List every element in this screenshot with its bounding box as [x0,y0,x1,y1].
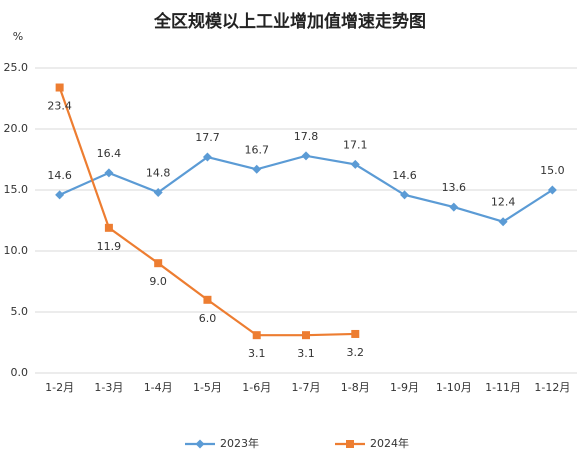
data-label: 12.4 [491,196,516,209]
point [351,329,360,338]
point [252,164,262,174]
point [350,159,360,169]
point [498,217,508,227]
x-tick-label: 1-10月 [436,381,472,394]
y-tick-label: 25.0 [4,61,29,74]
data-label: 14.6 [47,169,72,182]
point [153,187,163,197]
point [252,331,261,340]
legend-label: 2024年 [370,436,409,450]
y-tick-label: 20.0 [4,122,29,135]
data-label: 3.1 [297,347,315,360]
x-tick-label: 1-2月 [45,381,74,394]
point [301,151,311,161]
legend-marker [195,439,205,449]
x-tick-label: 1-9月 [390,381,419,394]
x-tick-label: 1-3月 [94,381,123,394]
point [104,168,114,178]
y-axis-label: % [13,30,23,43]
x-tick-label: 1-4月 [144,381,173,394]
x-tick-label: 1-11月 [485,381,521,394]
point [154,259,163,268]
data-label: 11.9 [97,240,122,253]
point [203,295,212,304]
point [55,190,65,200]
chart-title: 全区规模以上工业增加值增速走势图 [153,11,426,32]
x-tick-label: 1-5月 [193,381,222,394]
data-label: 3.1 [248,347,266,360]
point [302,331,310,340]
data-label: 6.0 [199,312,217,325]
series-line [59,154,553,223]
y-tick-label: 10.0 [4,244,29,257]
y-tick-label: 0.0 [11,366,29,379]
data-label: 16.7 [244,143,269,156]
point [55,83,64,92]
data-label: 9.0 [149,275,167,288]
y-tick-label: 5.0 [11,305,29,318]
data-label: 16.4 [97,147,122,160]
data-label: 15.0 [540,164,565,177]
data-label: 14.6 [392,169,417,182]
legend-label: 2023年 [220,436,259,450]
data-label: 14.8 [146,166,171,179]
point [202,152,212,162]
y-tick-label: 15.0 [4,183,29,196]
point [400,190,410,200]
point [449,202,459,212]
data-label: 23.4 [47,100,72,113]
data-label: 3.2 [347,346,365,359]
x-tick-label: 1-12月 [534,381,570,394]
data-label: 17.7 [195,131,220,144]
legend-marker [346,440,354,448]
x-tick-label: 1-8月 [341,381,370,394]
x-tick-label: 1-7月 [292,381,321,394]
point [104,223,113,232]
data-label: 17.1 [343,138,368,151]
data-label: 17.8 [294,130,319,143]
point [547,185,557,195]
data-label: 13.6 [442,181,467,194]
x-tick-label: 1-6月 [242,381,271,394]
